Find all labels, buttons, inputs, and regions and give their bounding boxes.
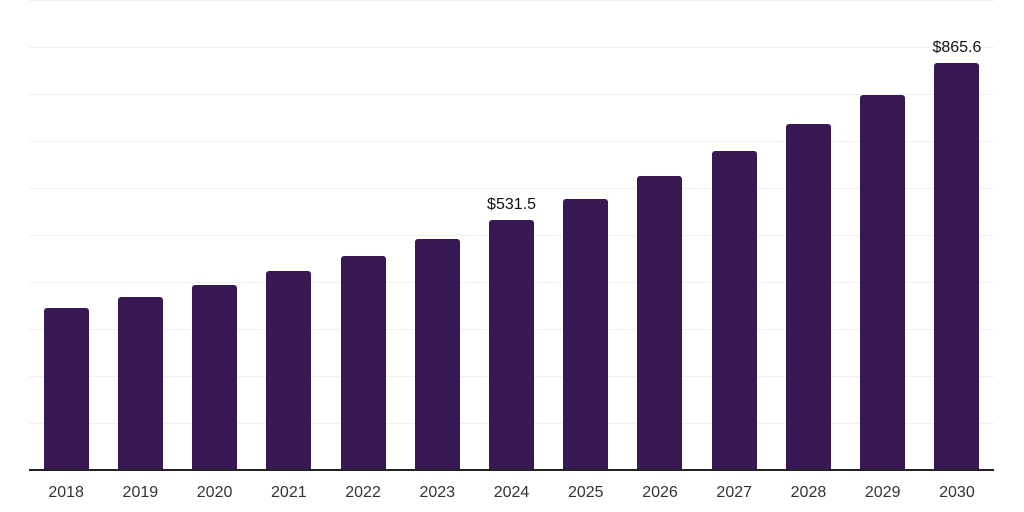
bar-slot (29, 0, 103, 470)
bar-value-label-2024: $531.5 (487, 196, 536, 214)
bars-row: $531.5 $865.6 (29, 0, 994, 470)
x-axis-labels: 2018 2019 2020 2021 2022 2023 2024 2025 2026 2027… (29, 484, 994, 501)
bar-2019 (117, 297, 163, 470)
x-tick-label-2018: 2018 (48, 484, 84, 501)
bar-slot (771, 0, 845, 470)
x-tick-label-2024: 2024 (493, 484, 530, 501)
x-tick-label-2023: 2023 (419, 484, 456, 501)
bar-2030: $865.6 (932, 39, 981, 470)
bar-2028 (785, 124, 831, 470)
bar-value-label-2030: $865.6 (932, 39, 982, 57)
bar-2022 (340, 255, 386, 470)
x-tick-label-2028: 2028 (790, 484, 827, 501)
bar-2023 (414, 238, 460, 470)
bar-slot (326, 0, 400, 470)
x-tick-label-2020: 2020 (196, 484, 233, 501)
bar-2021 (266, 271, 312, 470)
x-tick-label-2026: 2026 (642, 484, 678, 501)
gridline (29, 0, 994, 1)
x-tick-label-2025: 2025 (567, 484, 604, 501)
x-tick-label-2021: 2021 (271, 484, 307, 501)
gridline (29, 94, 994, 95)
bar-slot (252, 0, 326, 470)
bar-2024: $531.5 (487, 196, 536, 470)
x-tick-label-2027: 2027 (716, 484, 753, 501)
bar-slot (549, 0, 623, 470)
plot-area: $531.5 $865.6 (29, 0, 994, 471)
gridline (29, 188, 994, 189)
gridline (29, 47, 994, 48)
bar-slot (697, 0, 771, 470)
bar-2027 (711, 151, 757, 470)
x-tick-label-2022: 2022 (345, 484, 381, 501)
x-tick-label-2019: 2019 (122, 484, 159, 501)
x-tick-label-2030: 2030 (939, 484, 975, 501)
bar-2026 (637, 176, 683, 470)
bar-2025 (563, 199, 609, 470)
bar-2020 (192, 285, 238, 470)
bar-slot: $865.6 (920, 0, 994, 470)
gridline (29, 141, 994, 142)
x-axis-line (29, 469, 994, 471)
x-tick-label-2029: 2029 (864, 484, 901, 501)
bar-slot (400, 0, 474, 470)
bar-slot (846, 0, 920, 470)
bar-slot (103, 0, 177, 470)
bar-slot: $531.5 (474, 0, 548, 470)
bar-2029 (860, 94, 906, 470)
bar-2018 (43, 307, 89, 470)
bar-slot (623, 0, 697, 470)
bar-slot (177, 0, 251, 470)
